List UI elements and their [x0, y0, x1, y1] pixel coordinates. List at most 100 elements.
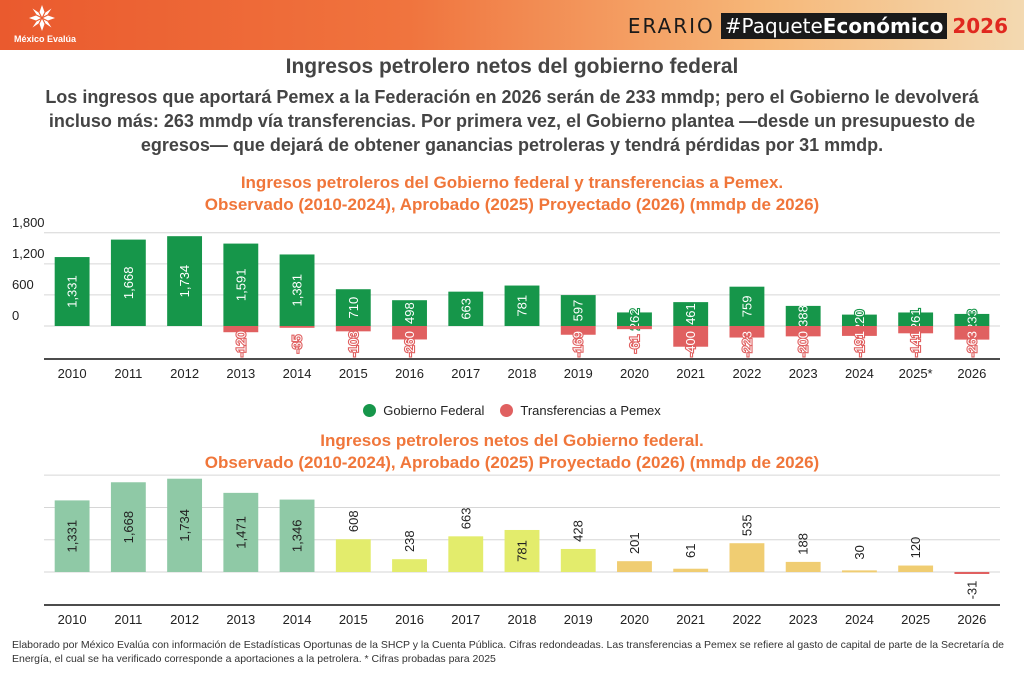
- chart2-xtick-label: 2020: [620, 612, 649, 627]
- chart2-bar-label: 1,668: [121, 511, 136, 544]
- chart1-bar-label-transfer: -191: [852, 331, 867, 357]
- chart1-bar-label-federal: 781: [515, 295, 530, 317]
- chart2-bar-label: 30: [852, 545, 867, 559]
- chart1-ytick-label: 1,800: [12, 215, 45, 230]
- chart1-bar-label-federal: 710: [346, 297, 361, 319]
- chart1-xtick-label: 2011: [114, 366, 142, 381]
- legend-label-federal: Gobierno Federal: [383, 403, 485, 418]
- chart1-bar-federal: [560, 295, 596, 326]
- chart2-bar: [110, 482, 146, 572]
- chart2-bar-label: 1,331: [65, 520, 80, 553]
- chart1-ytick-label: 1,200: [12, 246, 45, 261]
- chart1-bar-federal: [448, 291, 484, 326]
- chart1-bar-federal: [617, 312, 652, 326]
- chart1-bar-federal: [54, 257, 90, 326]
- chart2-bar-label: 61: [683, 543, 698, 557]
- chart2-bar: [898, 565, 934, 572]
- chart2-bar-label: 663: [458, 507, 473, 529]
- chart2-bar: [504, 529, 540, 572]
- chart2-bar-label: 428: [571, 520, 586, 542]
- chart2-bar: [560, 548, 596, 572]
- chart1-bar-label-transfer: -400: [683, 331, 698, 357]
- chart1-bar-label-federal: 262: [627, 308, 642, 330]
- chart2-bar: [448, 536, 484, 572]
- chart2-xtick-label: 2012: [170, 612, 199, 627]
- chart2-xtick-label: 2010: [58, 612, 87, 627]
- chart1-xtick-label: 2023: [789, 366, 818, 381]
- chart1-bar-label-federal: 261: [908, 308, 923, 330]
- chart1-xtick-label: 2024: [845, 366, 874, 381]
- brand-paquete: #Paquete: [724, 14, 823, 38]
- chart2-xtick-label: 2018: [508, 612, 537, 627]
- chart2-xtick-label: 2015: [339, 612, 368, 627]
- chart2-title-line1: Ingresos petroleros netos del Gobierno f…: [320, 431, 704, 450]
- erario-brand: ERARIO #PaqueteEconómico 2026: [628, 13, 1008, 39]
- chart2-xtick-label: 2023: [789, 612, 818, 627]
- chart2-bar-label: -31: [964, 581, 979, 600]
- chart2-bar: [617, 561, 652, 572]
- brand-year: 2026: [952, 14, 1008, 38]
- chart1-title: Ingresos petroleros del Gobierno federal…: [0, 172, 1024, 216]
- chart1-bar-label-federal: 461: [683, 303, 698, 325]
- brand-erario: ERARIO: [627, 14, 715, 38]
- chart1-bar-label-transfer: -61: [627, 335, 642, 354]
- chart1-bar-label-transfer: -260: [402, 331, 417, 357]
- page-subtitle: Los ingresos que aportará Pemex a la Fed…: [45, 87, 979, 155]
- legend-swatch-federal: [363, 404, 377, 417]
- chart1-bar-transfer: [841, 326, 877, 336]
- chart1-bar-transfer: [898, 326, 934, 334]
- chart2-bar-label: 535: [739, 514, 754, 536]
- chart1-bar-federal: [167, 236, 203, 326]
- chart2-bar-label: 1,346: [290, 520, 305, 553]
- chart1-bar-federal: [392, 300, 427, 326]
- chart1-bar-transfer: [279, 326, 315, 328]
- legend-item-transfer: Transferencias a Pemex: [500, 403, 661, 418]
- chart1-bar-federal: [504, 285, 540, 326]
- chart1-bar-federal: [223, 243, 259, 326]
- chart1-bar-transfer: [785, 326, 821, 337]
- chart2-bar-label: 1,734: [177, 509, 192, 542]
- brand-hashtag: #PaqueteEconómico: [720, 13, 948, 39]
- chart1-bar-federal: [673, 302, 709, 326]
- chart2-bar: [223, 492, 259, 572]
- chart2-bar-label: 201: [627, 532, 642, 554]
- chart1-bar-label-transfer: -120: [233, 331, 248, 357]
- chart2-bar-label: 238: [402, 530, 417, 552]
- chart1-bar-label-federal: 1,381: [290, 274, 305, 307]
- chart1-xtick-label: 2020: [620, 366, 649, 381]
- chart2-title-line2: Observado (2010-2024), Aprobado (2025) P…: [204, 453, 820, 472]
- chart1-bar-transfer: [617, 326, 652, 330]
- chart1-xtick-label: 2018: [508, 366, 537, 381]
- chart2-bar: [279, 499, 315, 572]
- chart2-xtick-label: 2022: [732, 612, 761, 627]
- chart1-bar-transfer: [392, 326, 427, 340]
- chart1-bar-federal: [841, 314, 877, 326]
- chart2-bar: [167, 478, 203, 572]
- chart1-bar-label-transfer: -103: [346, 331, 361, 357]
- chart1-bar-label-federal: 1,668: [121, 267, 136, 300]
- star-logo-icon: [29, 5, 55, 31]
- chart2-bar-label: 188: [796, 533, 811, 555]
- chart2-bar: [729, 543, 765, 572]
- chart1-bar-label-federal: 1,331: [65, 275, 80, 308]
- chart2-bar: [673, 568, 709, 572]
- chart2-bar: [392, 559, 427, 572]
- chart1-bar-label-federal: 388: [796, 305, 811, 327]
- chart2-title: Ingresos petroleros netos del Gobierno f…: [0, 430, 1024, 474]
- chart2-xtick-label: 2011: [114, 612, 142, 627]
- chart1-bar-federal: [898, 312, 934, 326]
- chart2-bar: [335, 539, 371, 572]
- chart1-ytick-label: 600: [12, 277, 34, 292]
- chart1-bar-label-federal: 1,734: [177, 265, 192, 298]
- chart1-bar-federal: [110, 239, 146, 326]
- chart1-bar-transfer: [954, 326, 990, 340]
- chart1-ytick-label: 0: [12, 308, 19, 323]
- chart1-bar-label-federal: 759: [739, 295, 754, 317]
- chart1-xtick-label: 2019: [564, 366, 593, 381]
- chart2-bar: [785, 561, 821, 572]
- footnote: Elaborado por México Evalúa con informac…: [12, 639, 1005, 665]
- chart1-bar-label-transfer: -263: [964, 331, 979, 357]
- chart2-bar: [954, 572, 990, 574]
- brand-economico: Económico: [822, 14, 944, 38]
- chart1-xtick-label: 2026: [957, 366, 986, 381]
